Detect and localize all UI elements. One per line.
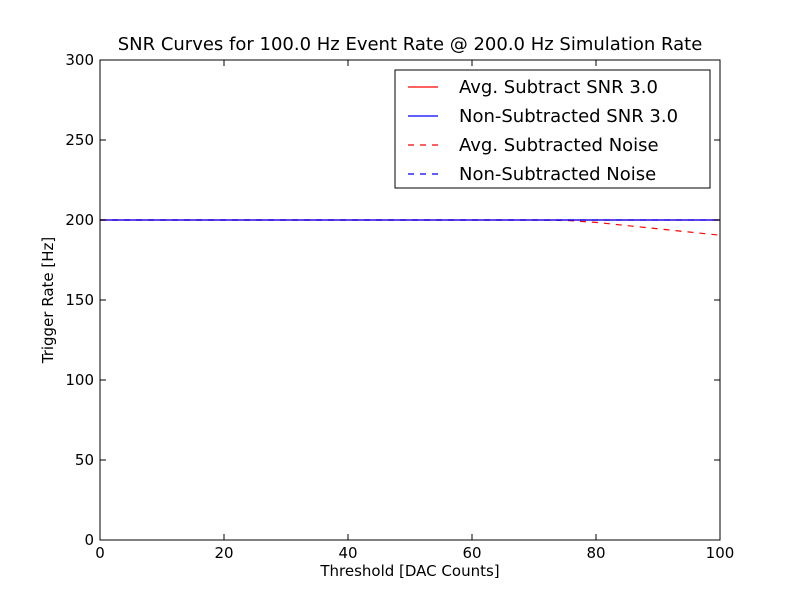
- legend-label-4: Non-Subtracted Noise: [459, 164, 656, 185]
- axes: 0 20 40 60 80 100 0 50 100 150 200 250 300: [65, 51, 734, 562]
- chart-title: SNR Curves for 100.0 Hz Event Rate @ 200…: [118, 34, 703, 55]
- legend-box: [394, 69, 711, 189]
- plot-area: [100, 219, 721, 236]
- legend-label-1: Avg. Subtract SNR 3.0: [459, 77, 658, 98]
- y-tick-label: 150: [65, 291, 94, 309]
- y-tick-label: 50: [75, 451, 94, 469]
- x-tick-label: 80: [586, 544, 605, 562]
- y-tick-label: 300: [65, 51, 94, 69]
- x-tick-label: 0: [95, 544, 105, 562]
- y-axis-label: Trigger Rate [Hz]: [39, 237, 57, 365]
- x-tick-label: 60: [462, 544, 481, 562]
- y-tick-label: 0: [84, 531, 94, 549]
- y-tick-label: 100: [65, 371, 94, 389]
- legend: Avg. Subtract SNR 3.0 Non-Subtracted SNR …: [394, 69, 711, 189]
- x-tick-label: 100: [706, 544, 735, 562]
- x-tick-label: 40: [338, 544, 357, 562]
- y-tick-label: 250: [65, 131, 94, 149]
- x-tick-label: 20: [214, 544, 233, 562]
- y-tick-label: 200: [65, 211, 94, 229]
- legend-label-2: Non-Subtracted SNR 3.0: [459, 106, 678, 127]
- x-axis-label: Threshold [DAC Counts]: [319, 562, 499, 580]
- series-line-3: [100, 219, 721, 236]
- legend-label-3: Avg. Subtracted Noise: [459, 135, 659, 156]
